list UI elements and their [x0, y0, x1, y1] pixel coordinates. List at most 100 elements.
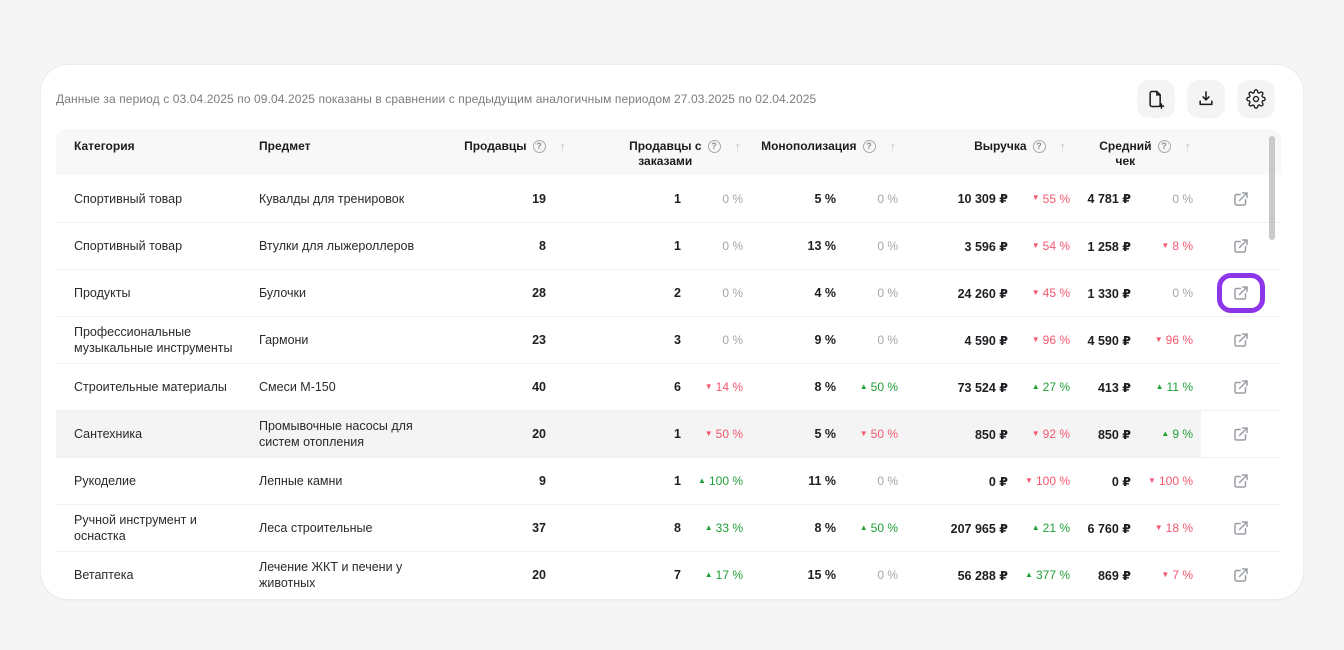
revenue-change: ▼ 96 % [1031, 333, 1070, 347]
sort-asc-icon[interactable]: ↑ [1184, 139, 1192, 154]
table-header: Категория Предмет Продавцы ? ↑ Продавцы … [56, 129, 1281, 175]
column-header-revenue[interactable]: Выручка ? ↑ [974, 139, 1067, 154]
revenue-value: 24 260 ₽ [957, 286, 1008, 301]
sort-asc-icon[interactable]: ↑ [734, 139, 742, 154]
down-triangle-icon: ▼ [1031, 428, 1040, 438]
table-row[interactable]: Спортивный товар Кувалды для тренировок … [56, 175, 1281, 222]
down-triangle-icon: ▼ [704, 381, 713, 391]
sellers-value: 20 [532, 568, 546, 582]
sellers-value: 8 [539, 239, 546, 253]
up-triangle-icon: ▲ [859, 381, 868, 391]
up-triangle-icon: ▲ [704, 522, 713, 532]
sellers-with-orders-change: ▲ 33 % [704, 521, 743, 535]
export-report-button[interactable] [1137, 80, 1175, 118]
help-icon[interactable]: ? [862, 140, 876, 153]
category-cell: Сантехника [74, 427, 143, 441]
external-link-icon [1232, 519, 1250, 537]
avg-check-value: 0 ₽ [1111, 474, 1131, 489]
category-cell: Профессиональные музыкальные инструменты [74, 325, 233, 355]
open-row-link[interactable] [1217, 273, 1265, 313]
sellers-with-orders-change: ▲ 17 % [704, 568, 743, 582]
category-cell: Ручной инструмент и оснастка [74, 513, 197, 543]
subject-cell: Гармони [259, 333, 309, 347]
down-triangle-icon: ▼ [1031, 334, 1040, 344]
revenue-change: ▼ 92 % [1031, 427, 1070, 441]
settings-button[interactable] [1237, 80, 1275, 118]
down-triangle-icon: ▼ [1154, 334, 1163, 344]
revenue-change: ▲ 377 % [1025, 568, 1070, 582]
external-link-icon [1232, 331, 1250, 349]
monopolization-change: 0 % [877, 286, 898, 300]
sellers-with-orders-change: ▼ 14 % [704, 380, 743, 394]
sellers-with-orders-change: ▲ 100 % [698, 474, 743, 488]
avg-check-value: 869 ₽ [1097, 568, 1131, 583]
revenue-change: ▼ 100 % [1025, 474, 1070, 488]
table-row[interactable]: Строительные материалы Смеси М-150 40 6 … [56, 363, 1281, 410]
monopolization-change: ▲ 50 % [859, 521, 898, 535]
open-row-link[interactable] [1217, 320, 1265, 360]
column-header-sellers[interactable]: Продавцы ? ↑ [464, 139, 567, 154]
help-icon[interactable]: ? [707, 140, 721, 153]
help-icon[interactable]: ? [1032, 140, 1046, 153]
monopolization-value: 15 % [807, 568, 837, 582]
table-row[interactable]: Ручной инструмент и оснастка Леса строит… [56, 504, 1281, 551]
analytics-table: Категория Предмет Продавцы ? ↑ Продавцы … [56, 129, 1281, 598]
help-icon[interactable]: ? [1157, 140, 1171, 153]
table-row[interactable]: Сантехника Промывочные насосы для систем… [56, 410, 1281, 457]
table-row[interactable]: Рукоделие Лепные камни 9 1 ▲ 100 % 11 % 0… [56, 457, 1281, 504]
open-row-link[interactable] [1217, 414, 1265, 454]
table-body: Спортивный товар Кувалды для тренировок … [56, 175, 1281, 598]
table-row[interactable]: Ветаптека Лечение ЖКТ и печени у животны… [56, 551, 1281, 598]
up-triangle-icon: ▲ [698, 475, 706, 485]
external-link-icon [1232, 472, 1250, 490]
up-triangle-icon: ▲ [1025, 569, 1033, 579]
revenue-value: 0 ₽ [988, 474, 1008, 489]
external-link-icon [1232, 425, 1250, 443]
revenue-change: ▲ 27 % [1031, 380, 1070, 394]
avg-check-value: 4 590 ₽ [1087, 333, 1131, 348]
revenue-value: 850 ₽ [974, 427, 1008, 442]
open-row-link[interactable] [1217, 226, 1265, 266]
column-header-subject: Предмет [259, 139, 311, 153]
sort-asc-icon[interactable]: ↑ [1059, 139, 1067, 154]
column-header-sellers-with-orders[interactable]: Продавцы с заказами ? ↑ [629, 139, 742, 168]
revenue-value: 4 590 ₽ [964, 333, 1008, 348]
category-cell: Строительные материалы [74, 380, 227, 394]
avg-check-change: ▲ 9 % [1161, 427, 1193, 441]
down-triangle-icon: ▼ [1031, 240, 1040, 250]
avg-check-change: 0 % [1172, 191, 1193, 206]
table-row[interactable]: Спортивный товар Втулки для лыжероллеров… [56, 222, 1281, 269]
down-triangle-icon: ▼ [1161, 240, 1170, 250]
toolbar [1137, 80, 1275, 118]
avg-check-value: 850 ₽ [1097, 427, 1131, 442]
revenue-change: ▲ 21 % [1031, 521, 1070, 535]
down-triangle-icon: ▼ [859, 428, 868, 438]
open-row-link[interactable] [1217, 555, 1265, 595]
sellers-with-orders-value: 1 [674, 474, 681, 488]
monopolization-value: 9 % [814, 333, 836, 347]
avg-check-change: ▼ 8 % [1161, 239, 1193, 253]
sort-asc-icon[interactable]: ↑ [889, 139, 897, 154]
up-triangle-icon: ▲ [1155, 381, 1164, 391]
sellers-with-orders-value: 6 [674, 380, 681, 394]
open-row-link[interactable] [1217, 508, 1265, 548]
gear-icon [1246, 89, 1266, 109]
monopolization-value: 4 % [814, 286, 836, 300]
sort-asc-icon[interactable]: ↑ [559, 139, 567, 154]
sellers-with-orders-value: 2 [674, 286, 681, 300]
download-button[interactable] [1187, 80, 1225, 118]
monopolization-change: ▲ 50 % [859, 380, 898, 394]
subject-cell: Леса строительные [259, 521, 373, 535]
open-row-link[interactable] [1217, 179, 1265, 219]
open-row-link[interactable] [1217, 461, 1265, 501]
vertical-scrollbar[interactable] [1269, 136, 1275, 240]
open-row-link[interactable] [1217, 367, 1265, 407]
column-header-monopolization[interactable]: Монополизация ? ↑ [761, 139, 897, 154]
monopolization-value: 13 % [807, 239, 837, 253]
table-row[interactable]: Продукты Булочки 28 2 0 % 4 % 0 % 24 260… [56, 269, 1281, 316]
table-row[interactable]: Профессиональные музыкальные инструменты… [56, 316, 1281, 363]
column-header-avg-check[interactable]: Средний чек ? ↑ [1099, 139, 1192, 168]
help-icon[interactable]: ? [532, 140, 546, 153]
down-triangle-icon: ▼ [1031, 287, 1040, 297]
revenue-value: 73 524 ₽ [957, 380, 1008, 395]
